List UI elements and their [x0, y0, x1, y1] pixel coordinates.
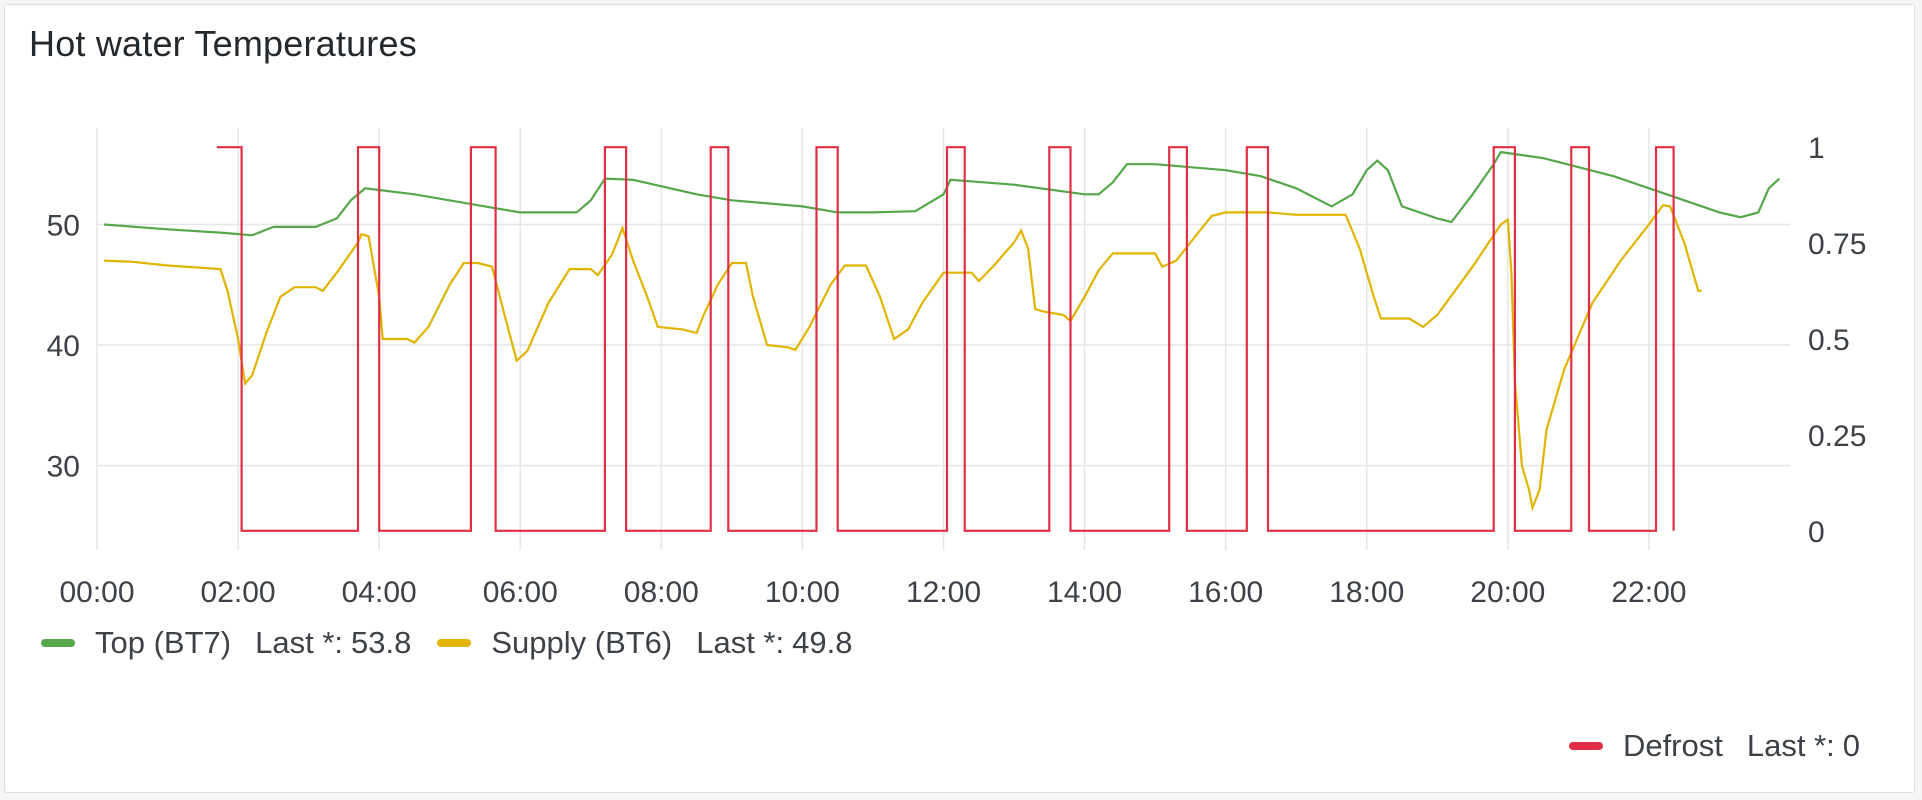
legend-last-value-defrost: 0 [1842, 728, 1860, 763]
series-line-supply-bt6 [104, 204, 1702, 512]
legend-temperatures: Top (BT7) Last *: 53.8 Supply (BT6) Last… [41, 625, 878, 661]
legend-last-label-top: Last *: [255, 625, 343, 660]
x-tick-label: 06:00 [483, 576, 558, 609]
y-right-tick-label: 0 [1808, 516, 1825, 549]
x-tick-label: 00:00 [59, 576, 134, 609]
legend-defrost: Defrost Last *: 0 [1568, 728, 1860, 764]
x-tick-label: 16:00 [1188, 576, 1263, 609]
panel-title[interactable]: Hot water Temperatures [29, 23, 417, 64]
series-line-defrost [216, 146, 1675, 532]
x-tick-label: 14:00 [1047, 576, 1122, 609]
legend-last-label-supply: Last *: [696, 625, 785, 660]
y-left-tick-label: 50 [47, 209, 80, 242]
y-right-tick-label: 0.75 [1808, 228, 1866, 261]
y-right-tick-label: 0.25 [1808, 420, 1866, 453]
legend-last-label-defrost: Last *: [1746, 728, 1835, 763]
x-tick-label: 12:00 [906, 576, 981, 609]
x-tick-label: 02:00 [201, 576, 276, 609]
legend-swatch-top [41, 639, 75, 647]
legend-name-top: Top (BT7) [95, 625, 232, 660]
x-tick-label: 04:00 [342, 576, 417, 609]
x-tick-label: 18:00 [1329, 576, 1404, 609]
y-right-tick-label: 1 [1808, 132, 1825, 165]
legend-last-value-top: 53.8 [351, 625, 412, 660]
chart-panel: Hot water Temperatures [4, 4, 1915, 793]
series-line-top-bt7 [104, 150, 1781, 237]
x-tick-label: 22:00 [1611, 576, 1686, 609]
legend-name-supply: Supply (BT6) [491, 625, 673, 660]
x-tick-label: 20:00 [1470, 576, 1545, 609]
y-left-tick-label: 30 [47, 451, 80, 484]
legend-swatch-supply [437, 639, 472, 647]
legend-item-top[interactable]: Top (BT7) Last *: 53.8 [41, 625, 411, 661]
legend-swatch-defrost [1568, 742, 1603, 750]
x-tick-label: 10:00 [765, 576, 840, 609]
legend-name-defrost: Defrost [1622, 728, 1723, 763]
y-left-tick-label: 40 [47, 330, 80, 363]
legend-last-value-supply: 49.8 [792, 625, 853, 660]
legend-item-supply[interactable]: Supply (BT6) Last *: 49.8 [437, 625, 852, 661]
legend-item-defrost[interactable]: Defrost Last *: 0 [1568, 728, 1860, 764]
x-tick-label: 08:00 [624, 576, 699, 609]
y-right-tick-label: 0.5 [1808, 324, 1850, 357]
